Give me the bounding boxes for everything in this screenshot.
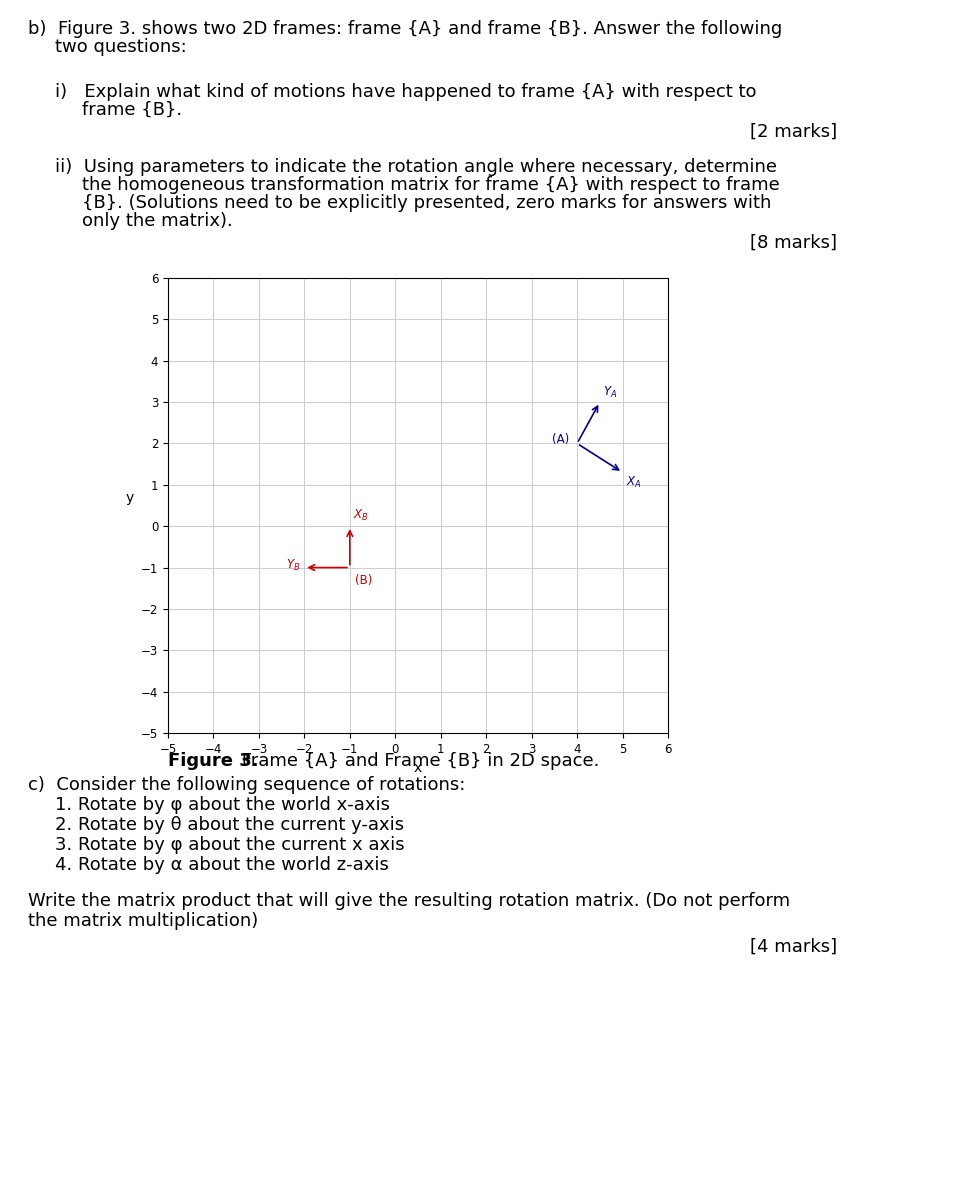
Text: the homogeneous transformation matrix for frame {A} with respect to frame: the homogeneous transformation matrix fo… bbox=[82, 176, 779, 193]
Text: two questions:: two questions: bbox=[55, 38, 187, 56]
Text: only the matrix).: only the matrix). bbox=[82, 213, 233, 230]
Text: $X_B$: $X_B$ bbox=[353, 507, 368, 523]
Text: 4. Rotate by α about the world z-axis: 4. Rotate by α about the world z-axis bbox=[55, 856, 389, 874]
Text: Write the matrix product that will give the resulting rotation matrix. (Do not p: Write the matrix product that will give … bbox=[28, 892, 789, 910]
Text: 1. Rotate by φ about the world x-axis: 1. Rotate by φ about the world x-axis bbox=[55, 796, 390, 814]
X-axis label: x: x bbox=[413, 762, 422, 775]
Text: $Y_B$: $Y_B$ bbox=[286, 558, 300, 573]
Text: Figure 3.: Figure 3. bbox=[168, 752, 258, 770]
Text: (A): (A) bbox=[552, 432, 569, 445]
Text: the matrix multiplication): the matrix multiplication) bbox=[28, 912, 258, 930]
Text: i)   Explain what kind of motions have happened to frame {A} with respect to: i) Explain what kind of motions have hap… bbox=[55, 84, 756, 101]
Text: Frame {A} and Frame {B} in 2D space.: Frame {A} and Frame {B} in 2D space. bbox=[236, 752, 599, 770]
Text: [2 marks]: [2 marks] bbox=[749, 123, 836, 141]
Text: frame {B}.: frame {B}. bbox=[82, 101, 182, 119]
Text: 2. Rotate by θ about the current y-axis: 2. Rotate by θ about the current y-axis bbox=[55, 816, 404, 833]
Text: 3. Rotate by φ about the current x axis: 3. Rotate by φ about the current x axis bbox=[55, 836, 404, 854]
Text: [8 marks]: [8 marks] bbox=[749, 234, 836, 252]
Text: [4 marks]: [4 marks] bbox=[749, 938, 836, 956]
Text: ii)  Using parameters to indicate the rotation angle where necessary, determine: ii) Using parameters to indicate the rot… bbox=[55, 158, 776, 176]
Text: $X_A$: $X_A$ bbox=[625, 474, 641, 490]
Text: {B}. (Solutions need to be explicitly presented, zero marks for answers with: {B}. (Solutions need to be explicitly pr… bbox=[82, 193, 771, 213]
Text: $Y_A$: $Y_A$ bbox=[603, 384, 617, 400]
Text: (B): (B) bbox=[355, 574, 372, 586]
Y-axis label: y: y bbox=[125, 492, 134, 505]
Text: c)  Consider the following sequence of rotations:: c) Consider the following sequence of ro… bbox=[28, 776, 465, 794]
Text: b)  Figure 3. shows two 2D frames: frame {A} and frame {B}. Answer the following: b) Figure 3. shows two 2D frames: frame … bbox=[28, 20, 782, 38]
